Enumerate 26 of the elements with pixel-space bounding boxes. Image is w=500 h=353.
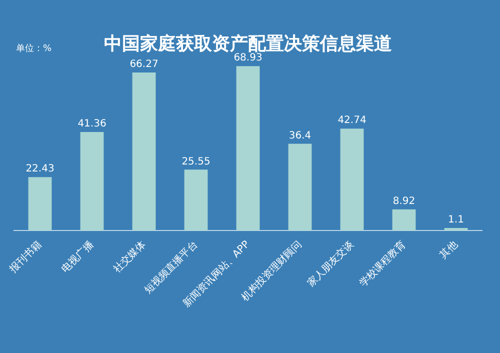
x-tick-label: 社交媒体 [111, 238, 148, 276]
x-tick-label: 电视广播 [59, 238, 96, 276]
bar [28, 177, 52, 231]
data-label: 68.93 [234, 52, 262, 64]
bar [392, 209, 416, 231]
data-label: 42.74 [338, 115, 366, 126]
x-tick-label: 学校课程教育 [357, 238, 408, 290]
bar [340, 128, 364, 231]
bar [80, 132, 104, 231]
data-label: 66.27 [130, 59, 158, 70]
bar [288, 144, 312, 231]
bar [444, 228, 468, 231]
bar [132, 72, 156, 231]
data-label: 36.4 [288, 130, 312, 142]
bar [236, 66, 260, 231]
x-tick-label: 报刊书籍 [6, 238, 44, 276]
data-label: 1.1 [448, 214, 464, 226]
text: 单位：% [16, 42, 52, 54]
x-tick-label: 家人朋友交谈 [305, 238, 356, 290]
data-label: 8.92 [392, 196, 416, 207]
data-label: 22.43 [26, 164, 54, 175]
chart-title: 中国家庭获取资产配置决策信息渠道 [104, 33, 392, 54]
data-label: 41.36 [78, 118, 106, 130]
bar [184, 170, 208, 231]
x-tick-label: 其他 [437, 238, 460, 261]
data-label: 25.55 [182, 156, 210, 168]
